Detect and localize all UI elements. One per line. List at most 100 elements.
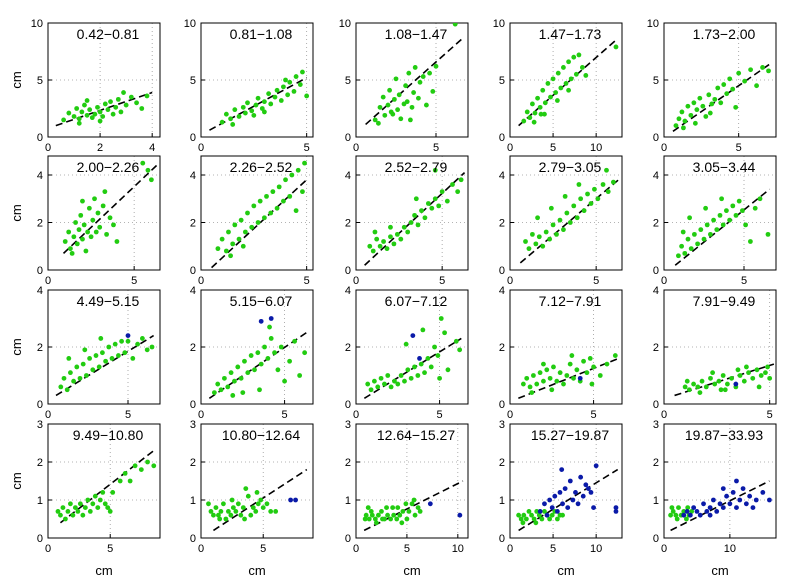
subplot: 0 5 0 2 4 6.07−7.12 [345, 285, 469, 421]
blue-point [547, 497, 553, 503]
blue-point [691, 505, 697, 510]
green-point [251, 112, 257, 118]
green-point [235, 364, 241, 370]
green-point [100, 350, 105, 356]
green-point [413, 196, 419, 202]
y-tick-label: 0 [653, 533, 659, 545]
y-tick-label: 2 [345, 218, 351, 230]
green-point [268, 210, 274, 216]
green-point [544, 367, 550, 373]
green-point [724, 208, 729, 214]
green-point [520, 381, 526, 387]
y-tick-label: 0 [37, 533, 43, 545]
green-point [554, 98, 560, 103]
green-point [378, 375, 384, 381]
green-point [527, 115, 533, 121]
blue-point [727, 501, 733, 507]
green-point [721, 82, 727, 87]
green-point [688, 112, 694, 118]
y-tick-label: 2 [499, 218, 505, 230]
green-point [534, 509, 540, 514]
green-point [712, 96, 718, 102]
plot-frame [663, 155, 777, 271]
subplot: 0 5 0 1 2 3 10.80−12.64 [190, 419, 314, 555]
blue-point [734, 505, 739, 510]
green-point [754, 83, 759, 89]
green-point [228, 370, 234, 376]
green-point [92, 196, 97, 202]
green-point [240, 243, 246, 249]
green-point [760, 65, 765, 70]
green-point [428, 364, 434, 370]
green-point [424, 102, 429, 108]
green-point [371, 378, 377, 384]
green-point [372, 229, 378, 235]
data-layer [208, 316, 308, 399]
fit-line [55, 91, 153, 127]
green-point [71, 378, 76, 384]
green-point [61, 117, 67, 123]
green-point [254, 490, 260, 495]
green-point [81, 222, 87, 228]
green-point [415, 222, 421, 228]
green-point [545, 81, 551, 86]
green-point [458, 177, 464, 183]
green-point [718, 100, 724, 106]
green-point [682, 118, 688, 124]
green-point [255, 501, 261, 507]
green-point [145, 167, 151, 173]
y-tick-label: 4 [499, 170, 505, 182]
y-tick-label: 2 [190, 218, 196, 230]
green-point [248, 353, 254, 358]
green-point [566, 59, 571, 65]
y-tick-label: 2 [499, 457, 505, 469]
green-point [390, 111, 396, 117]
green-point [717, 212, 723, 218]
green-point [297, 82, 303, 87]
subplot-title: 1.47−1.73 [539, 26, 602, 42]
green-point [391, 512, 397, 518]
green-point [100, 114, 106, 119]
green-point [380, 516, 385, 522]
green-point [226, 229, 231, 235]
green-point [676, 253, 681, 259]
x-tick-label: 10 [590, 142, 602, 154]
green-point [733, 104, 739, 110]
green-point [684, 378, 690, 384]
subplot-title: 19.87−33.93 [685, 427, 763, 443]
green-point [392, 378, 397, 384]
green-point [521, 118, 527, 124]
green-point [68, 501, 73, 507]
green-point [390, 505, 396, 510]
blue-point [427, 501, 433, 507]
fit-line [672, 62, 772, 132]
green-point [111, 222, 116, 228]
green-point [66, 356, 72, 361]
y-tick-label: 1 [499, 495, 505, 507]
green-point [547, 236, 553, 242]
green-point [368, 509, 374, 514]
x-tick-label: 5 [550, 142, 556, 154]
green-point [151, 463, 157, 469]
green-point [555, 70, 561, 76]
green-point [700, 103, 706, 109]
green-point [574, 215, 580, 221]
green-point [367, 243, 373, 249]
blue-point [743, 501, 749, 507]
green-point [208, 509, 214, 514]
blue-point [125, 333, 131, 338]
green-point [408, 220, 414, 225]
green-point [703, 384, 709, 390]
blue-point [583, 482, 589, 488]
green-point [245, 210, 250, 216]
green-point [113, 104, 119, 110]
green-point [257, 387, 262, 393]
green-point [373, 520, 379, 526]
green-point [740, 208, 745, 214]
green-point [72, 505, 78, 510]
green-point [561, 65, 566, 70]
green-point [584, 370, 590, 376]
green-point [536, 512, 542, 518]
x-tick-label: 5 [433, 142, 439, 154]
green-point [417, 509, 423, 514]
